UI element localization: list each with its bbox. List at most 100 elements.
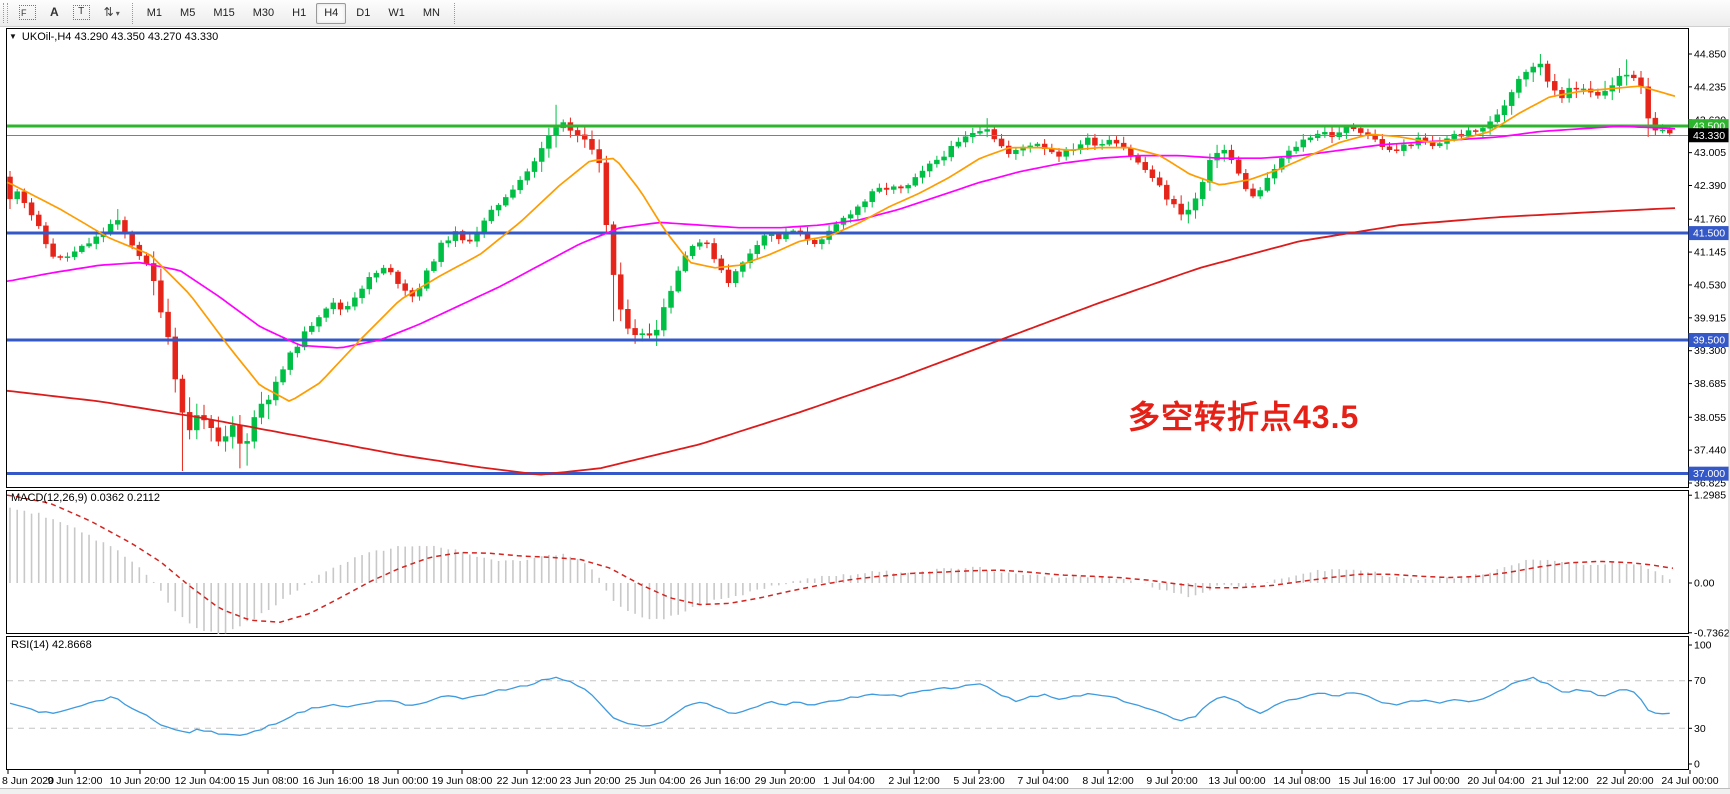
candle <box>1113 139 1120 144</box>
candle <box>589 139 595 150</box>
candle <box>1221 149 1228 154</box>
timeframe-button-d1[interactable]: D1 <box>348 3 378 24</box>
candle <box>689 245 696 256</box>
level-lines <box>7 124 1688 476</box>
timeframe-button-m15[interactable]: M15 <box>205 3 242 24</box>
candle <box>43 225 49 245</box>
timeframe-button-h1[interactable]: H1 <box>284 3 314 24</box>
candle <box>891 186 897 190</box>
rsi-axis: 100 70 30 0 <box>1688 640 1712 771</box>
timeframe-button-m5[interactable]: M5 <box>172 3 203 24</box>
candle <box>21 191 28 203</box>
candle <box>1350 127 1357 129</box>
candle <box>1164 184 1170 200</box>
text-box-icon[interactable]: T <box>67 3 96 24</box>
candle <box>1214 152 1220 161</box>
candle <box>1178 203 1184 215</box>
toolbar-grip[interactable] <box>3 3 8 23</box>
candle <box>194 415 200 431</box>
candle <box>984 129 990 132</box>
chart-title[interactable]: ▼ UKOil-,H4 43.290 43.350 43.270 43.330 <box>9 31 218 43</box>
candle <box>905 185 911 189</box>
candle <box>86 243 92 247</box>
candle <box>452 231 459 241</box>
candle <box>150 263 157 281</box>
macd-panel <box>6 490 1689 634</box>
price-axis-label: 41.760 <box>1694 214 1726 226</box>
candle <box>675 270 681 292</box>
candle <box>359 288 365 299</box>
rsi-panel <box>6 636 1689 770</box>
candle <box>1645 86 1651 119</box>
candle <box>596 149 602 164</box>
candle <box>445 240 452 244</box>
candle <box>768 234 775 236</box>
candle <box>948 146 954 158</box>
blue-price-badge <box>1688 226 1730 241</box>
candle <box>1293 146 1299 152</box>
candle <box>1552 81 1558 91</box>
timeframe-button-m30[interactable]: M30 <box>245 3 282 24</box>
time-axis-label: 22 Jun 12:00 <box>497 775 558 787</box>
candle <box>1235 159 1242 174</box>
candle <box>7 176 13 200</box>
candle <box>912 177 919 186</box>
candle <box>423 270 430 289</box>
fibonacci-box-icon: F <box>19 5 36 21</box>
candle <box>926 163 933 172</box>
candle <box>697 242 703 247</box>
candle <box>1228 149 1235 161</box>
candle <box>718 258 725 271</box>
fibonacci-icon[interactable]: F <box>13 3 42 24</box>
candle <box>833 224 840 232</box>
candle <box>725 269 732 283</box>
chart-annotation[interactable]: 多空转折点43.5 <box>1128 399 1360 435</box>
macd-axis-label: -0.7362 <box>1694 627 1730 639</box>
candle <box>1358 128 1364 133</box>
candle <box>237 425 243 444</box>
candle <box>1393 149 1400 151</box>
candle <box>337 302 344 310</box>
candle <box>79 245 85 252</box>
timeframe-button-h4[interactable]: H4 <box>316 2 347 24</box>
candle <box>1034 143 1041 147</box>
price-badge-label: 43.330 <box>1693 130 1725 142</box>
arrows-icon[interactable]: ⇅ ▾ <box>98 3 126 24</box>
symbol-dropdown-icon[interactable]: ▼ <box>9 32 17 41</box>
candle <box>1099 144 1105 146</box>
time-axis-label: 19 Jun 08:00 <box>432 775 493 787</box>
price-axis-label: 39.300 <box>1694 345 1726 357</box>
candle <box>380 267 387 274</box>
candle <box>1013 149 1019 154</box>
rsi-layer <box>7 676 1688 736</box>
timeframe-button-mn[interactable]: MN <box>415 3 448 24</box>
candle <box>1523 71 1529 80</box>
candle <box>510 189 516 198</box>
candle <box>1142 162 1148 170</box>
candle <box>1286 150 1292 159</box>
timeframe-button-m1[interactable]: M1 <box>139 3 170 24</box>
text-label-icon[interactable]: A <box>44 3 65 24</box>
candle <box>316 317 322 327</box>
main-chart-panel <box>6 28 1689 488</box>
candle <box>265 399 272 405</box>
time-axis-label: 16 Jun 16:00 <box>303 775 364 787</box>
timeframe-button-w1[interactable]: W1 <box>380 3 413 24</box>
candle <box>646 333 653 336</box>
chart-canvas[interactable]: 44.85044.23543.62043.00542.39041.76041.1… <box>0 27 1730 794</box>
candle <box>1257 190 1263 197</box>
candle <box>1085 137 1091 145</box>
candle <box>517 179 523 191</box>
candle <box>388 267 394 273</box>
window-bottom-strip <box>0 789 1730 794</box>
candle <box>1056 151 1062 157</box>
candle <box>862 201 868 208</box>
candle <box>661 307 667 331</box>
candle <box>732 271 739 283</box>
candle <box>373 272 380 278</box>
time-axis-label: 12 Jun 04:00 <box>175 775 236 787</box>
time-axis-label: 8 Jun 2020 <box>2 775 54 787</box>
